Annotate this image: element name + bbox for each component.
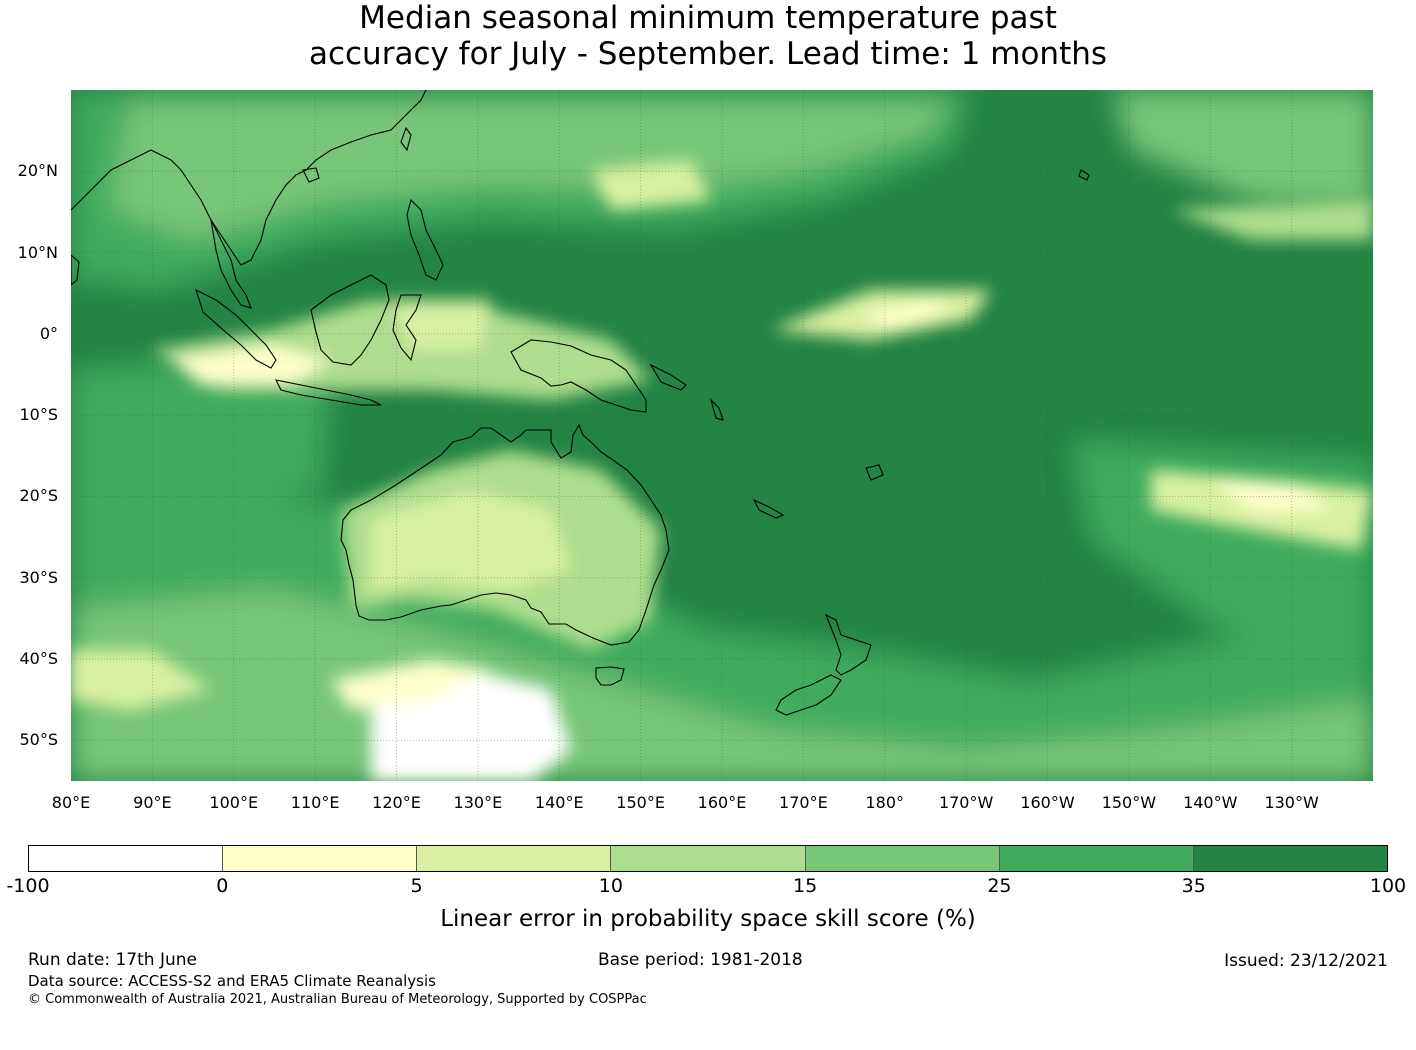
coast-philippines [406,198,444,281]
latitude-label: 30°S [19,567,58,587]
longitude-label: 160°W [1020,793,1075,812]
skill-zones [71,90,1373,781]
zone-indian-ocean [71,360,331,510]
map-canvas [71,90,1373,781]
zone-high-band-north [111,100,951,240]
longitude-label: 180° [865,793,905,812]
title-line-2: accuracy for July - September. Lead time… [308,36,1108,72]
colorbar-tick-label: -100 [6,875,50,897]
coast-sri-lanka [71,254,80,286]
colorbar-tick-label: 25 [987,875,1012,897]
longitude-label: 130°E [453,793,503,812]
zone-equatorial-white [861,300,951,328]
colorbar-segment [29,846,224,871]
coastlines [71,90,1090,716]
copyright: © Commonwealth of Australia 2021, Austra… [28,992,647,1007]
colorbar-tick-label: 35 [1181,875,1206,897]
coast-tasmania [595,666,625,686]
title-line-1: Median seasonal minimum temperature past [359,0,1057,36]
latitude-label: 10°S [19,405,58,425]
latitude-label: 20°S [19,486,58,506]
coast-java [275,379,382,406]
latitude-label: 50°S [19,730,58,750]
graticule [71,90,1373,781]
zone-maritime-core [171,345,331,385]
colorbar-segment [999,846,1194,871]
longitude-label: 160°E [697,793,747,812]
skill-score-map [71,90,1373,781]
colorbar-tick-label: 0 [216,875,229,897]
coast-hainan [302,167,320,183]
coast-hawaii [1078,169,1090,181]
longitude-label: 150°E [616,793,665,812]
zone-east-pacific [1071,440,1373,650]
longitude-label: 90°E [133,793,172,812]
coast-sumatra [195,288,277,369]
longitude-label: 170°W [938,793,994,812]
longitude-label: 110°E [290,793,340,812]
latitude-label: 10°N [17,242,58,262]
colorbar [28,845,1388,872]
colorbar-segment [805,846,1000,871]
longitude-label: 150°W [1101,793,1157,812]
zone-australia-core [371,490,571,590]
colorbar-tick-label: 15 [793,875,818,897]
colorbar-segment [417,846,612,871]
longitude-label: 170°E [779,793,828,812]
longitude-label: 140°W [1183,793,1238,812]
coast-new-zealand-north [824,613,872,676]
zone-maritime-core-2 [391,300,491,350]
colorbar-segment [223,846,418,871]
colorbar-segment [1193,846,1387,871]
zone-southwest-light [71,650,211,710]
zone-north-yellow [591,160,711,210]
coast-asia-mainland [71,90,427,266]
colorbar-tick-label: 5 [410,875,423,897]
latitude-label: 0° [39,323,58,343]
colorbar-tick-label: 100 [1369,875,1407,897]
coast-sulawesi [392,294,422,362]
coast-vanuatu [709,398,724,421]
colorbar-segment [611,846,806,871]
coast-borneo [310,274,390,366]
zone-south-yellow [331,660,491,710]
longitude-label: 80°E [51,793,91,812]
zone-east-white [1211,480,1331,510]
latitude-label: 40°S [19,649,58,669]
coast-new-guinea [510,339,647,413]
latitude-label: 20°N [17,161,58,181]
coast-fiji [865,464,884,481]
data-source: Data source: ACCESS-S2 and ERA5 Climate … [28,972,436,990]
issued-date: Issued: 23/12/2021 [1224,951,1388,971]
coast-solomons [649,363,687,391]
zone-northeast-light [1171,200,1373,240]
zone-east-north [1111,90,1373,210]
colorbar-tick-label: 10 [598,875,623,897]
longitude-label: 120°E [372,793,421,812]
coast-australia [340,423,670,646]
coast-taiwan [400,126,412,152]
coast-malay-peninsula [210,219,252,309]
coast-new-caledonia [752,498,785,519]
map-title: Median seasonal minimum temperature past… [0,0,1416,72]
longitude-label: 130°W [1264,793,1319,812]
coast-new-zealand-south [775,674,842,716]
run-date: Run date: 17th June [28,950,197,970]
base-period: Base period: 1981-2018 [598,950,803,970]
longitude-label: 140°E [534,793,584,812]
colorbar-label: Linear error in probability space skill … [440,906,976,932]
longitude-label: 100°E [209,793,259,812]
